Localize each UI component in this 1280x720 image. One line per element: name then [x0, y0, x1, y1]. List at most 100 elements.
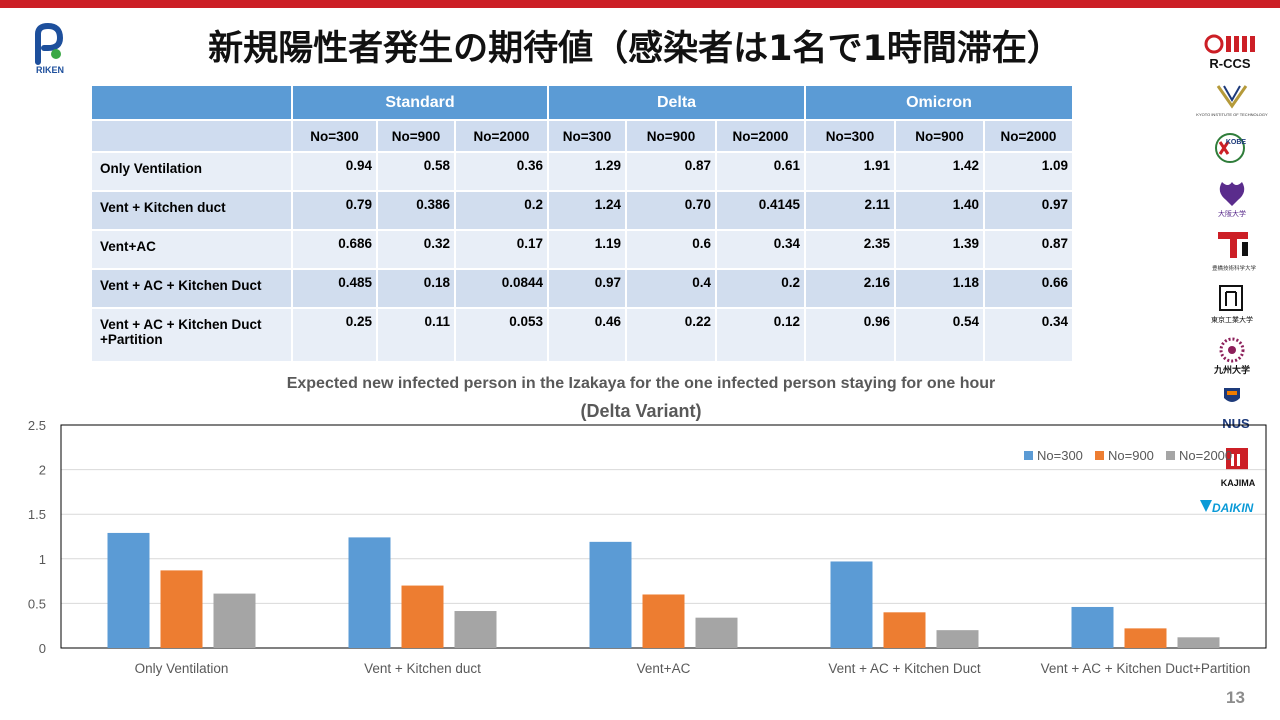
bar: [348, 537, 391, 648]
table-cell: 0.11: [376, 307, 456, 363]
group-header-omicron: Omicron: [804, 84, 1074, 121]
top-accent-bar: [0, 0, 1280, 8]
table-cell: 1.40: [894, 190, 985, 231]
table-cell: 0.61: [715, 151, 806, 192]
table-subheader-cell: No=300: [291, 119, 378, 153]
table-cell: 0.87: [983, 229, 1074, 270]
table-row: Vent + AC + Kitchen Duct 0.485 0.18 0.0844 0…: [90, 268, 1074, 309]
table-cell: 0.12: [715, 307, 806, 363]
legend-swatch: [1166, 451, 1175, 460]
table-cell: 0.6: [625, 229, 717, 270]
riken-logo: RIKEN: [35, 22, 64, 75]
y-tick-label: 1: [39, 552, 46, 567]
bar: [213, 593, 256, 648]
bar: [454, 611, 497, 648]
bar: [642, 594, 685, 648]
table-cell: 0.485: [291, 268, 378, 309]
bar: [1071, 606, 1114, 648]
table-cell: 1.39: [894, 229, 985, 270]
bar: [1124, 628, 1167, 648]
kit-logo: KYOTO INSTITUTE OF TECHNOLOGY: [1196, 85, 1268, 117]
table-cell: 0.4145: [715, 190, 806, 231]
legend-label: No=2000: [1179, 448, 1232, 463]
bar: [936, 630, 979, 648]
chart-title: Expected new infected person in the Izak…: [287, 375, 996, 392]
legend-label: No=300: [1037, 448, 1083, 463]
table-subheader-blank: [90, 119, 293, 153]
table-cell: 0.97: [983, 190, 1074, 231]
table-cell: 0.54: [894, 307, 985, 363]
table-cell: 2.11: [804, 190, 896, 231]
partner-logos: R-CCS KYOTO INSTITUTE OF TECHNOLOGY KOBE…: [1196, 34, 1268, 515]
legend-swatch: [1095, 451, 1104, 460]
table-row-label: Only Ventilation: [90, 151, 293, 192]
table-row: Vent + Kitchen duct 0.79 0.386 0.2 1.24 0.70 0…: [90, 190, 1074, 231]
table-cell: 0.386: [376, 190, 456, 231]
table-cell: 2.35: [804, 229, 896, 270]
table-cell: 0.96: [804, 307, 896, 363]
daikin-logo: DAIKIN: [1200, 500, 1254, 515]
kyushu-logo-text: 九州大学: [1213, 364, 1250, 376]
table-group-header-row: Standard Delta Omicron: [90, 84, 1074, 121]
table-cell: 1.42: [894, 151, 985, 192]
table-cell: 0.94: [291, 151, 378, 192]
bar: [401, 585, 444, 648]
table-cell: 0.0844: [454, 268, 549, 309]
bar: [830, 561, 873, 648]
y-tick-label: 0.5: [28, 596, 46, 611]
kobe-logo-text: KOBE: [1226, 139, 1247, 146]
table-cell: 0.36: [454, 151, 549, 192]
table-cell: 0.46: [547, 307, 627, 363]
y-tick-label: 2: [39, 463, 46, 478]
legend-swatch: [1024, 451, 1033, 460]
table-cell: 0.17: [454, 229, 549, 270]
table-cell: 1.18: [894, 268, 985, 309]
table-row-label: Vent+AC: [90, 229, 293, 270]
x-category-label: Vent + Kitchen duct: [364, 661, 481, 676]
table-cell: 0.87: [625, 151, 717, 192]
slide-title: 新規陽性者発生の期待値（感染者は1名で1時間滞在）: [208, 29, 1062, 69]
table-subheader-cell: No=300: [547, 119, 627, 153]
page-number: 13: [1226, 688, 1245, 707]
bar: [107, 532, 150, 648]
table-cell: 0.053: [454, 307, 549, 363]
y-tick-label: 0: [39, 641, 46, 656]
y-tick-label: 1.5: [28, 507, 46, 522]
table-cell: 0.2: [715, 268, 806, 309]
table-cell: 0.22: [625, 307, 717, 363]
table-row-label: Vent + Kitchen duct: [90, 190, 293, 231]
bar: [160, 570, 203, 648]
table-cell: 1.09: [983, 151, 1074, 192]
bar: [1177, 637, 1220, 648]
rccs-logo-text: R-CCS: [1209, 56, 1250, 71]
bar: [695, 617, 738, 648]
table-corner-cell: [90, 84, 293, 121]
nus-logo: NUS: [1222, 388, 1250, 431]
table-cell: 1.19: [547, 229, 627, 270]
kajima-logo: KAJIMA: [1221, 448, 1256, 488]
daikin-logo-text: DAIKIN: [1212, 501, 1254, 515]
legend-label: No=900: [1108, 448, 1154, 463]
table-cell: 0.2: [454, 190, 549, 231]
table-row: Vent+AC 0.686 0.32 0.17 1.19 0.6 0.34 2.35 1.39 0…: [90, 229, 1074, 270]
x-category-label: Only Ventilation: [135, 661, 229, 676]
x-category-label: Vent+AC: [637, 661, 691, 676]
table-row: Only Ventilation 0.94 0.58 0.36 1.29 0.87 0.61…: [90, 151, 1074, 192]
toyohashi-logo: 豊橋技術科学大学: [1212, 232, 1257, 272]
table-cell: 0.34: [715, 229, 806, 270]
table-cell: 1.91: [804, 151, 896, 192]
table-cell: 0.32: [376, 229, 456, 270]
riken-logo-text: RIKEN: [36, 65, 64, 75]
table-cell: 2.16: [804, 268, 896, 309]
table-subheader-cell: No=2000: [715, 119, 806, 153]
table-cell: 0.4: [625, 268, 717, 309]
table-subheader-cell: No=900: [376, 119, 456, 153]
x-category-label: Vent + AC + Kitchen Duct: [828, 661, 981, 676]
table-row-label: Vent + AC + Kitchen Duct +Partition: [90, 307, 293, 363]
rccs-logo: R-CCS: [1204, 34, 1255, 71]
table-cell: 0.34: [983, 307, 1074, 363]
table-cell: 0.25: [291, 307, 378, 363]
table-cell: 0.686: [291, 229, 378, 270]
table-subheader-cell: No=2000: [983, 119, 1074, 153]
toyohashi-logo-text: 豊橋技術科学大学: [1212, 264, 1257, 272]
